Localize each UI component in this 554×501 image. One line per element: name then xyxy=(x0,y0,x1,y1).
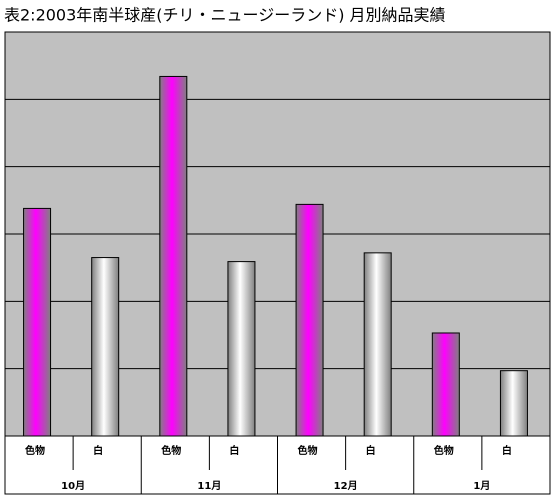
bar xyxy=(23,207,52,437)
bar xyxy=(499,370,528,437)
x-tick-label: 色物 xyxy=(298,444,318,457)
bar xyxy=(227,261,256,437)
bar xyxy=(431,332,460,437)
bar xyxy=(91,257,120,437)
x-tick-label: 白 xyxy=(229,444,239,457)
x-group-label: 11月 xyxy=(197,480,221,492)
x-tick-label: 白 xyxy=(366,444,376,457)
bar xyxy=(363,252,392,437)
bar xyxy=(295,203,324,437)
x-group-label: 10月 xyxy=(61,480,85,492)
bar xyxy=(159,75,188,437)
chart-title: 表2:2003年南半球産(チリ・ニュージーランド) 月別納品実績 xyxy=(4,6,446,25)
x-tick-label: 白 xyxy=(93,444,103,457)
x-tick-label: 白 xyxy=(502,444,512,457)
x-tick-label: 色物 xyxy=(25,444,45,457)
x-group-label: 12月 xyxy=(334,480,358,492)
x-group-label: 1月 xyxy=(473,480,490,492)
x-tick-label: 色物 xyxy=(161,444,181,457)
x-tick-label: 色物 xyxy=(434,444,454,457)
